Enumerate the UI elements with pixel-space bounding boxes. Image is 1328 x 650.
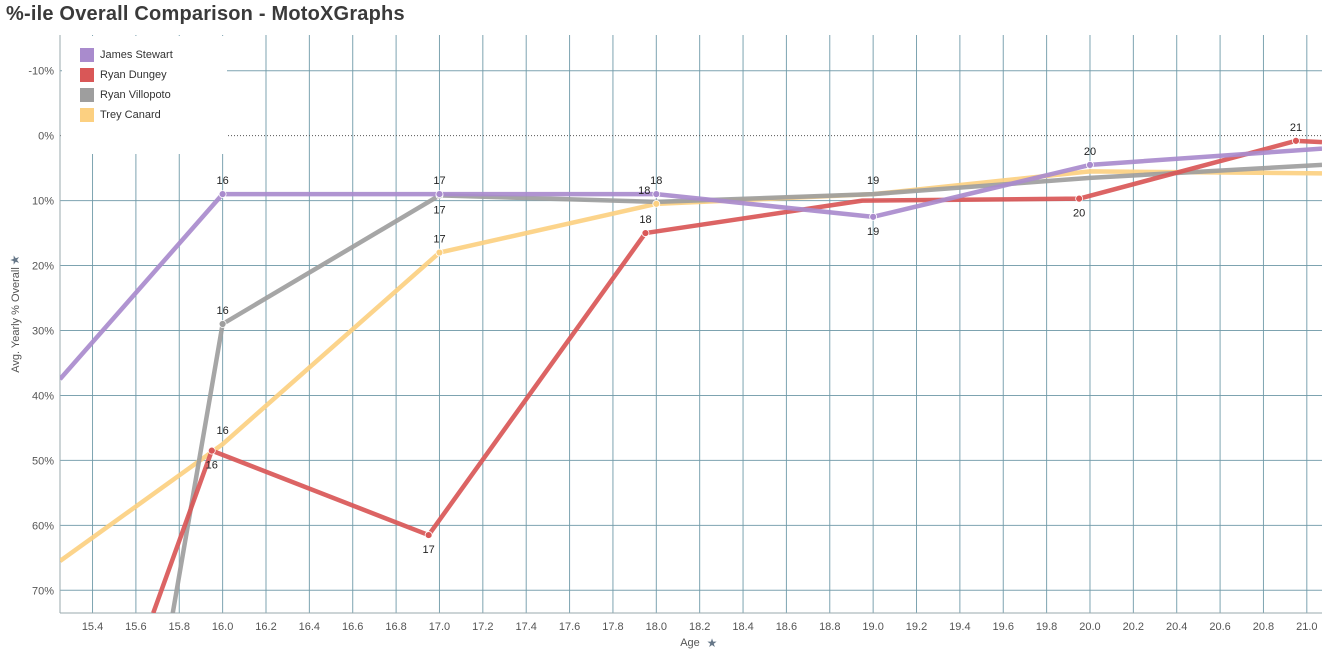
plot-area [60,136,1322,613]
y-tick-label: 20% [32,261,54,273]
x-tick-label: 18.6 [776,621,797,633]
data-label: 17 [433,204,445,216]
x-tick-label: 18.2 [689,621,710,633]
data-label: 16 [217,425,229,437]
chart-legend[interactable]: James Stewart Ryan Dungey Ryan Villopoto… [62,36,227,154]
series-line-ryan-dungey[interactable] [151,138,1322,613]
x-tick-label: 17.4 [515,621,536,633]
legend-swatch-ryan-villopoto [80,88,94,102]
series-line-trey-canard[interactable] [60,169,1322,563]
y-tick-label: 60% [32,520,54,532]
x-tick-label: 18.0 [646,621,667,633]
data-point[interactable] [435,248,444,257]
x-tick-label: 15.4 [82,621,103,633]
x-tick-label: 20.8 [1253,621,1274,633]
x-tick-label: 19.2 [906,621,927,633]
y-tick-label: -10% [28,66,54,78]
data-label: 16 [217,305,229,317]
data-point[interactable] [435,190,444,199]
pin-icon: ★ [8,255,22,266]
y-axis-title: Avg. Yearly % Overall [10,267,22,373]
data-label: 18 [638,185,650,197]
y-tick-label: 0% [38,131,54,143]
data-point[interactable] [1075,194,1084,203]
y-tick-label: 40% [32,390,54,402]
legend-label: James Stewart [100,49,173,61]
data-point[interactable] [641,229,650,237]
data-label: 20 [1073,208,1085,220]
legend-item-ryan-dungey[interactable]: Ryan Dungey [80,68,167,82]
data-point[interactable] [218,190,227,199]
x-tick-label: 17.8 [602,621,623,633]
x-tick-label: 15.6 [125,621,146,633]
data-point[interactable] [1086,160,1094,169]
data-label: 17 [433,234,445,246]
x-tick-label: 17.0 [429,621,450,633]
x-tick-label: 18.4 [732,621,753,633]
data-label: 16 [217,175,229,187]
data-label: 18 [650,175,662,187]
legend-item-trey-canard[interactable]: Trey Canard [80,108,161,122]
x-tick-label: 16.4 [299,621,320,633]
legend-item-james-stewart[interactable]: James Stewart [80,48,173,62]
data-label: 21 [1290,122,1302,134]
x-tick-label: 16.0 [212,621,233,633]
chart-title: %-ile Overall Comparison - MotoXGraphs [6,3,405,25]
data-point[interactable] [218,320,227,328]
x-axis-title: Age [680,637,700,649]
legend-swatch-ryan-dungey [80,68,94,82]
legend-label: Ryan Dungey [100,69,167,81]
data-label: 17 [423,544,435,556]
data-label: 18 [639,214,651,226]
x-tick-label: 15.8 [169,621,190,633]
x-tick-label: 17.6 [559,621,580,633]
x-tick-label: 16.6 [342,621,363,633]
x-tick-label: 21.0 [1296,621,1317,633]
legend-label: Ryan Villopoto [100,89,171,101]
x-tick-label: 19.0 [862,621,883,633]
legend-swatch-james-stewart [80,48,94,62]
data-point[interactable] [652,190,661,199]
pin-icon: ★ [707,636,718,650]
x-tick-label: 16.2 [255,621,276,633]
data-point[interactable] [869,212,878,221]
x-tick-label: 19.4 [949,621,970,633]
y-tick-label: 10% [32,196,54,208]
data-point[interactable] [652,199,661,208]
data-label: 19 [867,226,879,238]
data-point[interactable] [424,531,433,539]
data-point[interactable] [1292,136,1300,145]
x-tick-label: 17.2 [472,621,493,633]
x-tick-label: 20.4 [1166,621,1187,633]
data-label: 17 [433,175,445,187]
x-tick-label: 20.2 [1123,621,1144,633]
legend-label: Trey Canard [100,109,161,121]
x-tick-label: 19.6 [993,621,1014,633]
series-line-ryan-villopoto[interactable] [170,162,1322,613]
x-tick-label: 20.6 [1209,621,1230,633]
y-tick-label: 50% [32,455,54,467]
legend-item-ryan-villopoto[interactable]: Ryan Villopoto [80,88,171,102]
data-point[interactable] [207,446,216,455]
x-tick-label: 18.8 [819,621,840,633]
legend-swatch-trey-canard [80,108,94,122]
data-label: 16 [206,460,218,472]
x-tick-label: 16.8 [385,621,406,633]
data-label: 20 [1084,146,1096,158]
x-tick-label: 20.0 [1079,621,1100,633]
data-label: 19 [867,175,879,187]
y-tick-label: 70% [32,585,54,597]
y-tick-label: 30% [32,325,54,337]
x-tick-label: 19.8 [1036,621,1057,633]
